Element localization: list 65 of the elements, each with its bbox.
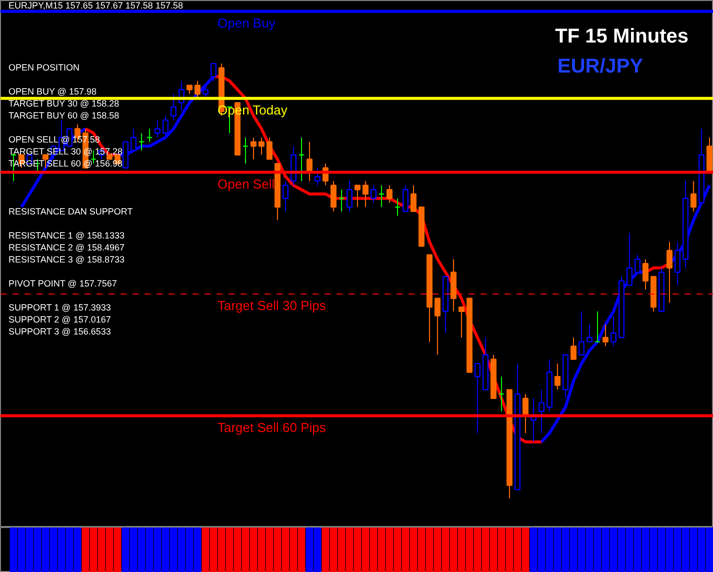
candlestick: [642, 258, 648, 290]
candlestick: [522, 394, 528, 434]
candlestick: [554, 363, 560, 390]
candlestick: [666, 241, 672, 304]
chart-subtitle: TF 15 Minutes: [555, 26, 689, 48]
annotation: EUR/JPY: [558, 56, 644, 78]
candlestick: [458, 306, 464, 338]
candlestick: [634, 254, 640, 273]
candlestick: [594, 310, 600, 342]
candlestick: [354, 184, 360, 208]
candlestick: [570, 336, 576, 360]
candlestick: [258, 136, 264, 156]
annotation: SUPPORT 1 @ 157.3933: [8, 302, 111, 312]
candlestick: [138, 132, 144, 152]
candlestick: [610, 315, 616, 347]
candlestick: [146, 128, 152, 142]
candlestick: [242, 136, 248, 164]
annotation: OPEN POSITION: [8, 62, 80, 72]
annotation: RESISTANCE DAN SUPPORT: [8, 206, 134, 216]
candlestick: [690, 180, 696, 212]
candlestick: [626, 232, 632, 286]
candlestick: [578, 310, 584, 356]
candlestick: [434, 298, 440, 356]
candlestick: [194, 80, 200, 99]
candlestick: [498, 376, 504, 412]
candlestick: [162, 115, 168, 138]
candlestick: [130, 128, 136, 152]
ref-line-label: Open Sell: [218, 176, 275, 192]
candlestick: [378, 184, 384, 208]
candlestick: [338, 189, 344, 212]
candlestick: [154, 120, 160, 138]
candlestick: [386, 184, 392, 204]
candlestick: [346, 180, 352, 212]
candlestick: [330, 180, 336, 212]
candlestick: [538, 389, 544, 434]
candlestick: [170, 93, 176, 121]
candlestick: [90, 150, 96, 164]
annotation: RESISTANCE 2 @ 158.4967: [8, 242, 125, 252]
candlestick: [474, 362, 480, 434]
ref-line-label: Target Sell 30 Pips: [218, 298, 326, 313]
candlestick: [410, 184, 416, 212]
candlestick: [602, 324, 608, 347]
candlestick: [362, 180, 368, 208]
candlestick: [266, 136, 272, 160]
annotation: SUPPORT 3 @ 156.6533: [8, 326, 111, 336]
annotation: OPEN BUY @ 157.98: [8, 86, 97, 96]
candlestick: [282, 180, 288, 212]
candlestick: [250, 136, 256, 160]
annotation: RESISTANCE 3 @ 158.8733: [8, 254, 125, 264]
ref-line-label: Open Buy: [218, 15, 276, 30]
candlestick: [370, 184, 376, 204]
candlestick: [586, 324, 592, 342]
candlestick: [298, 136, 304, 182]
candlestick: [202, 84, 208, 99]
chart-title: EURJPY,M15 157.65 157.67 157.58 157.58: [8, 0, 183, 10]
annotation: TARGET BUY 60 @ 158.58: [8, 110, 120, 120]
annotation: TARGET BUY 30 @ 158.28: [8, 98, 120, 108]
annotation: RESISTANCE 1 @ 158.1333: [8, 230, 125, 240]
candlestick: [314, 167, 320, 186]
annotation: SUPPORT 2 @ 157.0167: [8, 314, 111, 324]
ref-line-label: Target Sell 60 Pips: [218, 420, 326, 435]
candlestick: [402, 184, 408, 212]
candlestick: [674, 241, 680, 286]
annotation: PIVOT POINT @ 157.7567: [8, 278, 117, 288]
candlestick: [394, 198, 400, 216]
